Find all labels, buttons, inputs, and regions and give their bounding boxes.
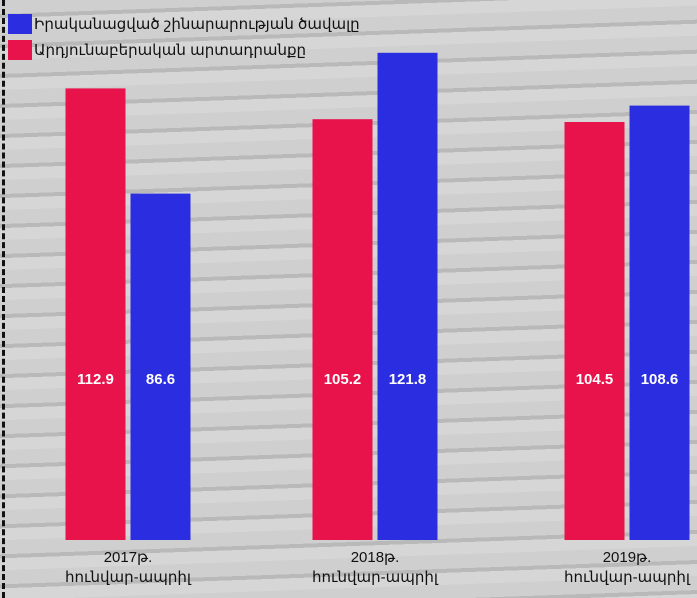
value-label: 104.5 xyxy=(576,371,614,388)
x-tick-label: 2019թ. հունվար-ապրիլ xyxy=(564,549,690,586)
bar xyxy=(564,122,625,540)
legend-swatch xyxy=(8,14,32,34)
bar xyxy=(629,105,690,540)
value-label: 112.9 xyxy=(77,371,114,388)
legend-swatch xyxy=(8,40,32,60)
bar xyxy=(130,193,191,540)
legend-label: Արդյունաբերական արտադրանքը xyxy=(34,42,307,59)
value-label: 121.8 xyxy=(389,371,427,388)
x-tick-label: 2018թ. հունվար-ապրիլ xyxy=(312,549,438,586)
legend-label: Իրականացված շինարարության ծավալը xyxy=(34,16,360,33)
value-label: 86.6 xyxy=(146,371,175,388)
bar xyxy=(65,88,126,541)
value-label: 108.6 xyxy=(641,371,679,388)
bar xyxy=(312,119,373,540)
x-tick-label: 2017թ. հունվար-ապրիլ xyxy=(65,549,191,586)
bar xyxy=(377,52,438,541)
value-label: 105.2 xyxy=(324,371,362,388)
